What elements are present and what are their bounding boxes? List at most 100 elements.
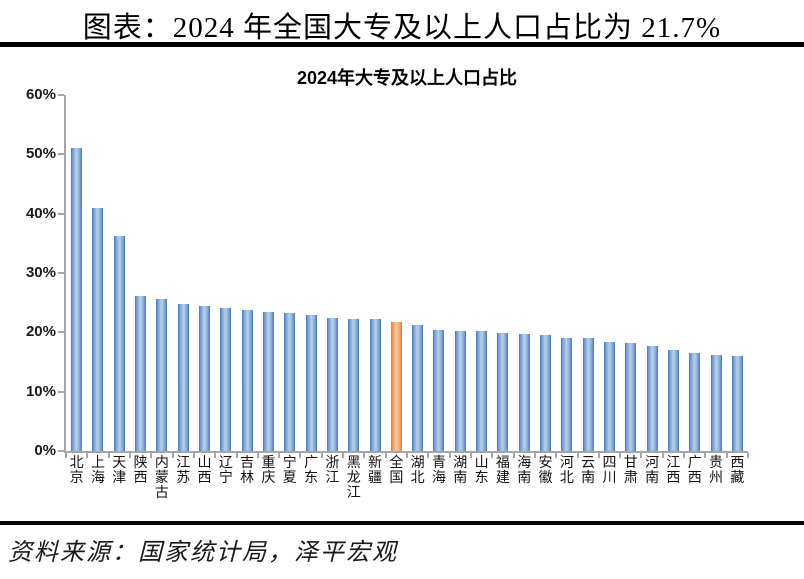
bar-山东 xyxy=(476,331,488,451)
x-axis-tick xyxy=(192,453,195,458)
category-label: 山西 xyxy=(197,456,212,486)
bar-slot xyxy=(258,95,279,451)
bar-海南 xyxy=(518,333,530,451)
x-axis-tick xyxy=(86,453,89,458)
bar-甘肃 xyxy=(625,343,637,451)
category-label: 福建 xyxy=(495,456,510,486)
category-label: 吉林 xyxy=(240,456,255,486)
x-axis-tick xyxy=(235,453,238,458)
bar-slot xyxy=(641,95,662,451)
category-slot: 内蒙古 xyxy=(151,456,172,501)
bar-福建 xyxy=(497,332,509,451)
category-label: 天津 xyxy=(112,456,127,486)
x-axis-tick xyxy=(256,453,259,458)
bar-陕西 xyxy=(135,295,147,451)
category-slot: 重庆 xyxy=(258,456,279,501)
bar-slot xyxy=(492,95,513,451)
category-label: 江苏 xyxy=(176,456,191,486)
top-divider-rule xyxy=(0,42,804,47)
category-label: 河南 xyxy=(645,456,660,486)
x-axis-tick xyxy=(555,453,558,458)
x-axis-tick xyxy=(278,453,281,458)
page-title: 图表：2024 年全国大专及以上人口占比为 21.7% xyxy=(82,12,722,44)
bar-宁夏 xyxy=(284,312,296,451)
x-axis xyxy=(64,451,748,453)
category-label: 湖北 xyxy=(410,456,425,486)
bar-slot xyxy=(535,95,556,451)
x-axis-tick xyxy=(406,453,408,458)
x-axis-tick xyxy=(150,453,153,458)
bar-江西 xyxy=(667,350,679,451)
bar-slot xyxy=(300,95,321,451)
bar-slot xyxy=(386,95,407,451)
category-slot: 江西 xyxy=(663,456,684,501)
bar-新疆 xyxy=(369,319,381,451)
y-axis-tick xyxy=(58,450,64,452)
category-slot: 吉林 xyxy=(237,456,258,501)
x-axis-tick xyxy=(619,453,622,458)
plot-area: 0% 10% 20% 30% 40% 50% 60% xyxy=(26,86,749,459)
bar-slot xyxy=(727,95,748,451)
category-slot: 甘肃 xyxy=(620,456,641,501)
bar-slot xyxy=(151,95,172,451)
x-axis-tick xyxy=(171,453,174,458)
x-axis-tick xyxy=(576,453,579,458)
bar-slot xyxy=(578,95,599,451)
category-label: 新疆 xyxy=(368,456,383,486)
category-label: 陕西 xyxy=(133,456,148,486)
category-slot: 辽宁 xyxy=(215,456,236,501)
category-slot: 全国 xyxy=(386,456,407,501)
source-note: 资料来源：国家统计局，泽平宏观 xyxy=(8,540,398,566)
category-label: 安徽 xyxy=(538,456,553,486)
x-axis-tick xyxy=(661,453,664,458)
bar-slot xyxy=(66,95,87,451)
category-label: 辽宁 xyxy=(218,456,233,486)
bar-北京 xyxy=(71,148,83,451)
category-slot: 四川 xyxy=(599,456,620,501)
bar-slot xyxy=(663,95,684,451)
category-slot: 陕西 xyxy=(130,456,151,501)
bar-slot xyxy=(109,95,130,451)
category-label: 重庆 xyxy=(261,456,276,486)
bar-slot xyxy=(87,95,108,451)
category-slot: 黑龙江 xyxy=(343,456,364,501)
x-axis-tick xyxy=(128,453,131,458)
bar-湖南 xyxy=(454,330,466,451)
y-tick-label: 30% xyxy=(25,264,56,281)
bar-辽宁 xyxy=(220,308,232,451)
category-label: 西藏 xyxy=(730,456,745,486)
category-slot: 浙江 xyxy=(322,456,343,501)
category-label: 海南 xyxy=(517,456,532,486)
bar-吉林 xyxy=(241,310,253,451)
x-axis-tick xyxy=(384,453,387,458)
category-label: 广西 xyxy=(687,456,702,486)
category-slot: 海南 xyxy=(514,456,535,501)
bar-slot xyxy=(279,95,300,451)
bar-slot xyxy=(364,95,385,451)
category-label: 宁夏 xyxy=(282,456,297,486)
y-tick-label: 10% xyxy=(25,382,56,400)
bar-slot xyxy=(620,95,641,451)
category-label: 广东 xyxy=(304,456,319,486)
category-label: 北京 xyxy=(69,456,84,486)
bar-slot xyxy=(450,95,471,451)
x-axis-tick xyxy=(107,453,110,458)
category-label: 贵州 xyxy=(709,456,724,486)
bar-天津 xyxy=(113,236,125,451)
y-tick-label: 50% xyxy=(25,145,56,163)
category-label: 湖南 xyxy=(453,456,468,486)
bar-西藏 xyxy=(731,356,743,451)
category-labels-row: 北京 上海 天津 陕西 内蒙古 江苏 山西 辽宁 吉林 重庆 宁夏 广东 浙江 黑龙江 新疆 全国 湖北 青海 湖南… xyxy=(66,456,748,501)
bar-slot xyxy=(322,95,343,451)
bars-container xyxy=(66,95,748,451)
category-label: 四川 xyxy=(602,456,617,486)
bar-slot xyxy=(194,95,215,451)
category-label: 甘肃 xyxy=(623,456,638,486)
y-axis-tick xyxy=(58,272,64,274)
x-axis-tick xyxy=(320,453,323,458)
x-axis-tick xyxy=(704,453,707,458)
bar-江苏 xyxy=(177,304,189,451)
bar-slot xyxy=(215,95,236,451)
category-slot: 天津 xyxy=(109,456,130,501)
x-axis-tick xyxy=(747,453,749,458)
